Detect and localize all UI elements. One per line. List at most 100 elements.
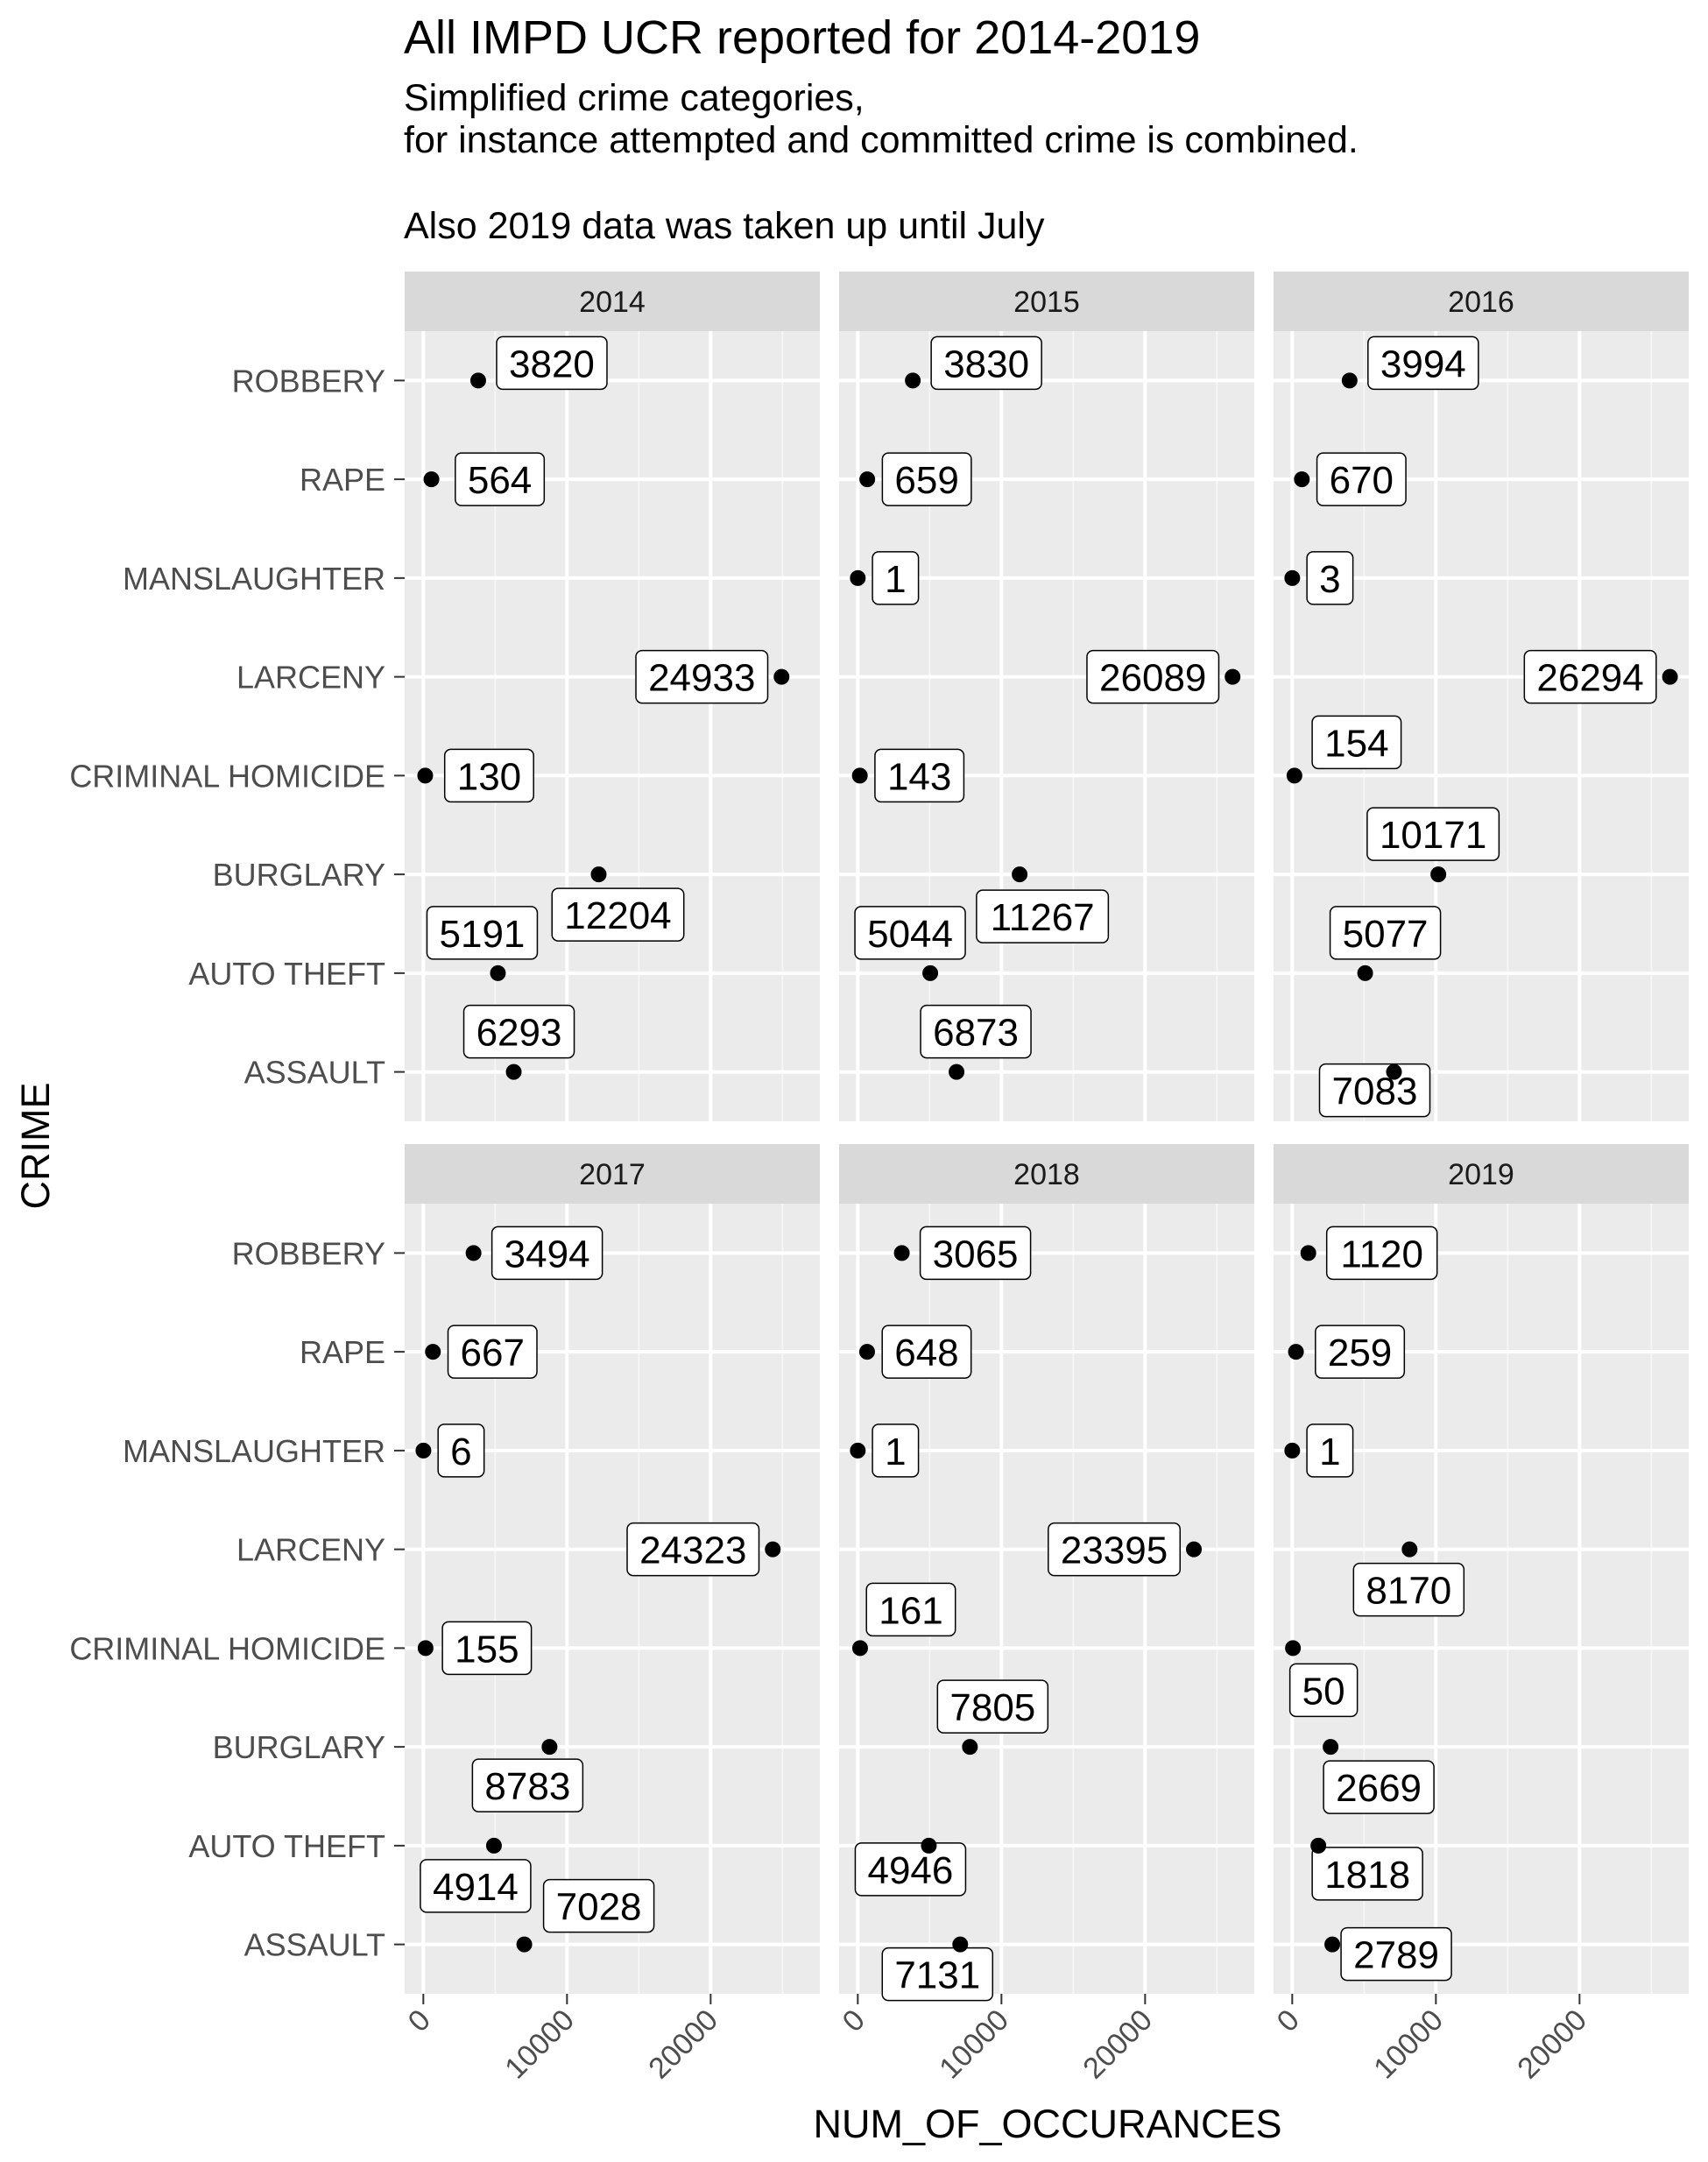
value-label-box [1311, 715, 1402, 770]
value-label-box [455, 452, 546, 506]
value-label-box [1367, 336, 1479, 391]
value-label-2016-criminal-homicide: 154 [1324, 722, 1388, 765]
value-label-2017-auto-theft: 4914 [433, 1866, 519, 1909]
facet-strip-2018 [839, 1144, 1254, 1204]
facet-strip-label-2015: 2015 [1013, 286, 1080, 319]
value-label-box [1366, 807, 1500, 861]
value-label-box [881, 452, 972, 506]
value-label-2014-larceny: 24933 [648, 657, 755, 700]
data-point-2017-criminal-homicide [417, 1640, 434, 1657]
value-label-2019-criminal-homicide: 50 [1302, 1670, 1345, 1713]
data-point-2019-manslaughter [1284, 1442, 1301, 1459]
data-point-2019-criminal-homicide [1285, 1640, 1302, 1657]
data-point-2018-auto-theft [921, 1837, 937, 1854]
value-label-box [872, 551, 920, 605]
data-point-2014-auto-theft [490, 964, 506, 981]
y-tick-label: ROBBERY [232, 363, 385, 399]
value-label-box [635, 649, 769, 704]
value-label-2019-larceny: 8170 [1366, 1570, 1451, 1613]
value-label-2019-assault: 2789 [1353, 1934, 1439, 1977]
value-label-2015-robbery: 3830 [943, 343, 1029, 385]
value-label-2016-rape: 670 [1330, 459, 1394, 502]
facet-strip-2015 [839, 272, 1254, 331]
data-point-2015-assault [949, 1063, 965, 1080]
data-point-2016-larceny [1662, 668, 1678, 685]
value-label-2019-auto-theft: 1818 [1324, 1854, 1410, 1897]
value-label-2015-criminal-homicide: 143 [887, 755, 951, 798]
value-label-box [1325, 1226, 1438, 1281]
value-label-box [854, 906, 966, 960]
value-label-2015-rape: 659 [894, 459, 958, 502]
value-label-2017-rape: 667 [461, 1332, 525, 1374]
value-label-2018-manslaughter: 1 [885, 1431, 906, 1473]
value-label-2017-criminal-homicide: 155 [455, 1628, 519, 1671]
value-label-box [1352, 1562, 1465, 1617]
value-label-box [542, 1878, 655, 1933]
value-label-box [443, 748, 534, 803]
data-point-2016-burglary [1430, 866, 1447, 883]
data-point-2019-auto-theft [1310, 1837, 1327, 1854]
value-label-2018-criminal-homicide: 161 [879, 1589, 942, 1632]
value-label-box [1323, 1760, 1435, 1814]
value-label-2017-assault: 7028 [556, 1886, 642, 1929]
data-point-2014-assault [505, 1063, 522, 1080]
data-point-2014-larceny [773, 668, 790, 685]
value-label-box [919, 1226, 1032, 1281]
data-point-2017-larceny [765, 1541, 781, 1558]
data-point-2019-assault [1324, 1936, 1341, 1953]
data-point-2014-criminal-homicide [417, 767, 434, 784]
data-point-2016-rape [1294, 471, 1310, 488]
value-label-2016-robbery: 3994 [1380, 343, 1466, 385]
facet-strip-label-2016: 2016 [1448, 286, 1514, 319]
data-point-2015-auto-theft [922, 964, 939, 981]
y-axis-title: CRIME [13, 1083, 58, 1210]
value-label-box [936, 1679, 1049, 1734]
value-label-2015-manslaughter: 1 [885, 558, 906, 601]
value-label-box [1523, 649, 1657, 704]
facet-strip-2014 [405, 272, 820, 331]
value-label-box [881, 1947, 994, 2002]
data-point-2015-manslaughter [850, 569, 866, 586]
data-point-2017-rape [425, 1344, 441, 1360]
y-tick-label: BURGLARY [213, 1729, 385, 1765]
data-point-2017-auto-theft [485, 1837, 502, 1854]
value-label-box [496, 336, 608, 391]
facet-strip-2017 [405, 1144, 820, 1204]
value-label-2018-rape: 648 [894, 1332, 958, 1374]
value-label-2016-manslaughter: 3 [1319, 558, 1340, 601]
data-point-2018-assault [952, 1936, 969, 1953]
value-label-2014-auto-theft: 5191 [440, 913, 526, 956]
value-label-box [930, 336, 1042, 391]
value-label-box [471, 1758, 584, 1812]
y-tick-label: CRIMINAL HOMICIDE [69, 758, 385, 794]
x-tick-label: 0 [836, 2003, 872, 2038]
value-label-2015-burglary: 11267 [991, 896, 1095, 939]
value-label-box [420, 1859, 532, 1913]
value-label-2016-auto-theft: 5077 [1343, 913, 1429, 956]
facet-strip-label-2018: 2018 [1013, 1158, 1080, 1191]
value-label-box [881, 1325, 972, 1379]
facet-strip-label-2014: 2014 [579, 286, 646, 319]
value-label-box [491, 1226, 603, 1281]
value-label-2015-larceny: 26089 [1099, 657, 1206, 700]
value-label-box [1306, 1424, 1354, 1478]
value-label-2014-burglary: 12204 [564, 894, 671, 937]
value-label-box [1318, 1063, 1431, 1118]
y-tick-label: AUTO THEFT [188, 1828, 385, 1864]
value-label-box [854, 1842, 967, 1897]
value-label-box [1311, 1847, 1423, 1901]
value-label-2019-burglary: 2669 [1336, 1767, 1422, 1810]
y-tick-label: LARCENY [236, 1532, 385, 1568]
value-label-box [976, 889, 1110, 943]
x-axis-title: NUM_OF_OCCURANCES [813, 2102, 1281, 2146]
value-label-2015-auto-theft: 5044 [867, 913, 953, 956]
data-point-2014-robbery [469, 372, 486, 389]
y-tick-label: MANSLAUGHTER [123, 1433, 385, 1469]
data-point-2017-burglary [541, 1739, 558, 1756]
value-label-box [437, 1424, 485, 1478]
value-label-box [1329, 906, 1442, 960]
value-label-2017-robbery: 3494 [505, 1233, 590, 1275]
value-label-2014-assault: 6293 [476, 1012, 562, 1055]
value-label-box [1316, 452, 1407, 506]
